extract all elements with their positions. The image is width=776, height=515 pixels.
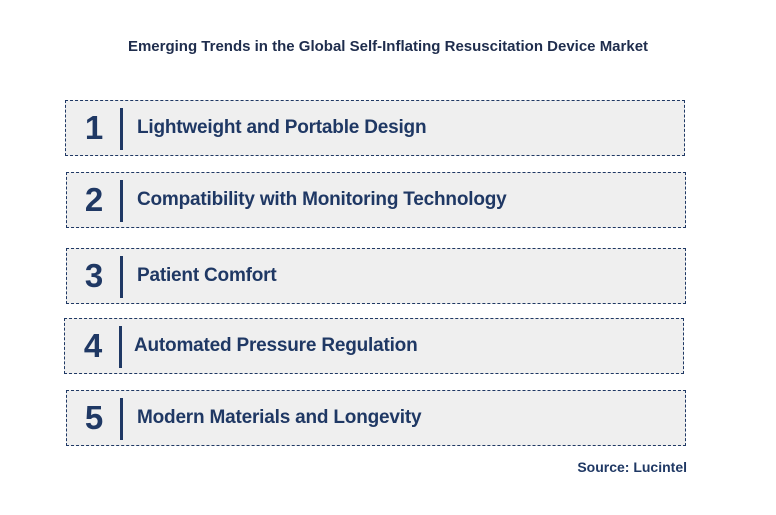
trend-divider bbox=[120, 108, 123, 150]
trend-item-4: 4 Automated Pressure Regulation bbox=[64, 318, 684, 374]
trend-label: Compatibility with Monitoring Technology bbox=[137, 189, 507, 210]
trend-label: Modern Materials and Longevity bbox=[137, 407, 422, 428]
trend-item-1: 1 Lightweight and Portable Design bbox=[65, 100, 685, 156]
trend-item-3: 3 Patient Comfort bbox=[66, 248, 686, 304]
trend-divider bbox=[120, 398, 123, 440]
trend-label: Automated Pressure Regulation bbox=[134, 335, 418, 356]
trend-number: 3 bbox=[84, 257, 104, 294]
trend-divider bbox=[119, 326, 122, 368]
trend-item-5: 5 Modern Materials and Longevity bbox=[66, 390, 686, 446]
trend-number: 4 bbox=[83, 327, 103, 364]
trend-divider bbox=[120, 180, 123, 222]
trend-number: 1 bbox=[84, 109, 104, 146]
chart-title: Emerging Trends in the Global Self-Infla… bbox=[127, 38, 649, 55]
trend-label: Lightweight and Portable Design bbox=[137, 117, 427, 138]
trend-label: Patient Comfort bbox=[137, 265, 277, 286]
trend-number: 2 bbox=[84, 181, 104, 218]
trend-item-2: 2 Compatibility with Monitoring Technolo… bbox=[66, 172, 686, 228]
source-note: Source: Lucintel bbox=[577, 459, 687, 475]
trend-divider bbox=[120, 256, 123, 298]
trend-number: 5 bbox=[84, 399, 104, 436]
